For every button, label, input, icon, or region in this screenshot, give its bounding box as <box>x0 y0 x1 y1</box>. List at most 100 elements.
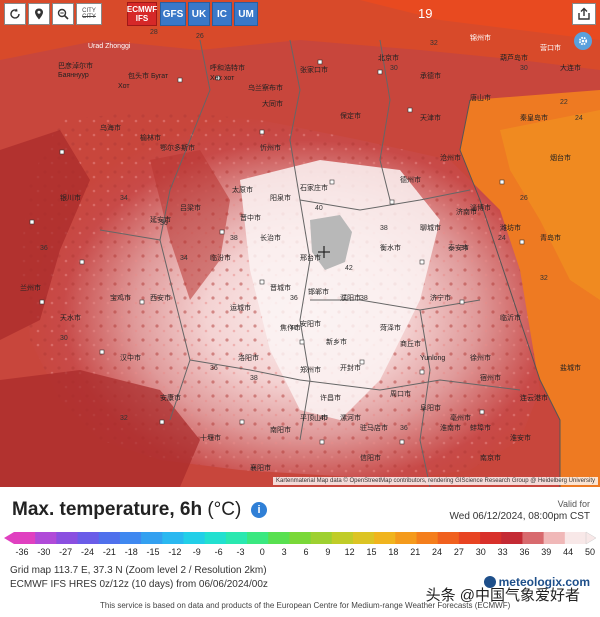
city-label: 汉中市 <box>120 353 141 362</box>
isotherm-value: 30 <box>60 335 68 342</box>
scale-tick-label: -12 <box>168 547 182 557</box>
city-label: 南京市 <box>480 453 501 462</box>
isotherm-value: 26 <box>196 33 204 40</box>
isotherm-value: 34 <box>460 245 468 252</box>
scale-tick-label: 0 <box>259 547 265 557</box>
share-button[interactable] <box>572 3 596 25</box>
city-label: 漯河市 <box>340 413 361 422</box>
map-attribution: Kartenmaterial Map data © OpenStreetMap … <box>273 477 598 485</box>
forecast-point-marker <box>318 246 330 258</box>
city-label: 邯郸市 <box>308 287 329 296</box>
city-label: 淮安市 <box>510 433 531 442</box>
scale-cell <box>416 532 439 544</box>
city-label: 营口市 <box>540 43 561 52</box>
isotherm-value: 34 <box>180 255 188 262</box>
model-tab-gfs[interactable]: GFS <box>160 2 186 26</box>
map-canvas: Urad Zhonggi 巴彦淖尔市 Баяннуур 包头市 Бугат 呼和浩特市 Х… <box>0 0 600 487</box>
city-label: 忻州市 <box>260 143 281 152</box>
city-label: Urad Zhonggi <box>88 43 131 50</box>
scale-tick-label: 15 <box>366 547 377 557</box>
city-label: 青岛市 <box>540 233 561 242</box>
legend-footer: Max. temperature, 6h (°C) i Valid for We… <box>0 487 600 617</box>
isotherm-value: 42 <box>345 265 353 272</box>
city-label: 濮阳市 <box>340 293 361 302</box>
scale-tick-label: 6 <box>303 547 309 557</box>
info-icon[interactable]: i <box>251 502 267 518</box>
city-label: 晋城市 <box>270 283 291 292</box>
isotherm-value: 38 <box>230 235 238 242</box>
city-label: Баяннуур <box>58 72 89 79</box>
isotherm-value: 24 <box>498 235 506 242</box>
isotherm-value: 40 <box>320 415 328 422</box>
scale-tick-label: 27 <box>453 547 464 557</box>
city-label: 许昌市 <box>320 393 341 402</box>
city-label: 德州市 <box>400 175 421 184</box>
share-icon <box>578 7 590 20</box>
city-label: 泰安市 <box>448 243 469 252</box>
refresh-button[interactable] <box>4 3 26 25</box>
model-tab-ecmwf[interactable]: ECMWF IFS <box>127 2 157 26</box>
scale-tick-label: -6 <box>214 547 223 557</box>
city-label: 大同市 <box>262 99 283 108</box>
scale-cell <box>352 532 375 544</box>
map-title-text: Max. temperature, 6h <box>12 499 203 520</box>
scale-cell <box>56 532 79 544</box>
isotherm-value: 26 <box>520 195 528 202</box>
city-label: 晋中市 <box>240 213 261 222</box>
scale-cell <box>98 532 121 544</box>
color-scale-ticks: -36 -30 -27 -24 -21 -18 -15 -12 -9 -6 -3 0 3 6 9 12 15 18… <box>0 547 600 559</box>
city-label: 商丘市 <box>400 339 421 348</box>
city-label: 衡水市 <box>380 243 401 252</box>
isotherm-value: 32 <box>120 415 128 422</box>
model-tab-um[interactable]: UM <box>234 2 258 26</box>
model-sublabel: IFS <box>135 14 149 23</box>
valid-date: Wed 06/12/2024, 08:00pm CST <box>449 511 590 522</box>
meteologix-logo[interactable]: meteologix.com <box>483 575 590 589</box>
city-label: 驻马店市 <box>360 423 388 432</box>
location-button[interactable] <box>28 3 50 25</box>
scale-tick-label: -24 <box>81 547 95 557</box>
city-label: 安阳市 <box>300 319 321 328</box>
city-label: 平顶山市 <box>300 413 328 422</box>
city-label: 乌海市 <box>100 123 121 132</box>
corner-value: 19 <box>418 6 432 21</box>
city-label-top: CITY <box>82 8 96 14</box>
isotherm-value: 24 <box>575 115 583 122</box>
city-label: 银川市 <box>60 193 81 202</box>
scale-cell <box>204 532 227 544</box>
city-label: 南阳市 <box>270 425 291 434</box>
scale-tick-label: 36 <box>519 547 530 557</box>
city-label: 延安市 <box>150 215 171 224</box>
city-label: 郑州市 <box>300 365 321 374</box>
scale-tick-label: -18 <box>124 547 138 557</box>
city-label: 阜阳市 <box>420 403 441 412</box>
city-label: 北京市 <box>378 53 399 62</box>
temperature-map[interactable]: Urad Zhonggi 巴彦淖尔市 Баяннуур 包头市 Бугат 呼和浩特市 Х… <box>0 0 600 487</box>
zoom-button[interactable] <box>52 3 74 25</box>
scale-tick-label: 30 <box>475 547 486 557</box>
city-label: 信阳市 <box>360 453 381 462</box>
city-label: 洛阳市 <box>238 353 259 362</box>
city-label: 大连市 <box>560 63 581 72</box>
model-tab-ic[interactable]: IC <box>212 2 232 26</box>
scale-tick-label: 39 <box>541 547 552 557</box>
city-toggle-button[interactable]: CITY CITY <box>76 3 102 25</box>
model-run-info: ECMWF IFS HRES 0z/12z (10 days) from 06/… <box>10 579 268 590</box>
isotherm-value: 38 <box>250 375 258 382</box>
city-label: 张家口市 <box>300 65 328 74</box>
model-tab-uk[interactable]: UK <box>188 2 210 26</box>
city-label: 乌兰察布市 <box>248 83 283 92</box>
city-label: 徐州市 <box>470 353 491 362</box>
meteologix-logo-icon <box>483 576 496 588</box>
isotherm-value: 36 <box>210 365 218 372</box>
city-label: 邢台市 <box>300 253 321 262</box>
scale-cell <box>225 532 248 544</box>
city-label: 兰州市 <box>20 283 41 292</box>
isotherm-value: 22 <box>560 99 568 106</box>
scale-cell <box>183 532 206 544</box>
city-label: 蚌埠市 <box>470 423 491 432</box>
scale-cell <box>310 532 333 544</box>
scale-tick-label: -21 <box>102 547 116 557</box>
settings-button[interactable] <box>574 32 592 50</box>
isotherm-value: 36 <box>40 245 48 252</box>
